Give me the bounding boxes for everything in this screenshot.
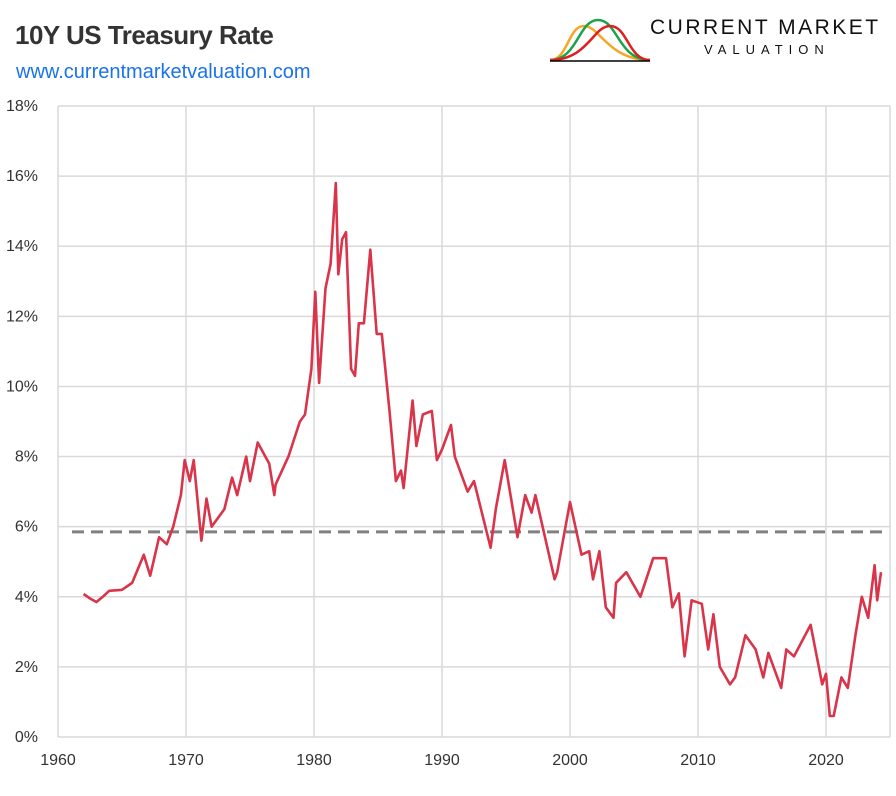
x-tick-label: 1990 [424,752,460,769]
x-tick-label: 1970 [168,752,204,769]
treasury-rate-line [82,181,883,718]
x-tick-label: 2000 [552,752,588,769]
y-tick-label: 18% [6,98,38,115]
x-tick-label: 2010 [680,752,716,769]
logo-icon [549,18,651,62]
y-tick-label: 8% [15,449,38,466]
page-title: 10Y US Treasury Rate [15,20,274,50]
logo-subtitle: VALUATION [704,42,830,57]
y-tick-label: 16% [6,168,38,185]
y-tick-label: 10% [6,378,38,395]
x-tick-label: 1960 [40,752,76,769]
y-tick-label: 6% [15,519,38,536]
y-tick-label: 12% [6,308,38,325]
x-tick-label: 2020 [808,752,844,769]
logo-name: CURRENT MARKET [650,16,881,39]
y-tick-label: 14% [6,238,38,255]
x-tick-label: 1980 [296,752,332,769]
y-tick-label: 2% [15,659,38,676]
y-tick-label: 0% [15,729,38,746]
site-link[interactable]: www.currentmarketvaluation.com [16,61,311,83]
y-tick-label: 4% [15,589,38,606]
